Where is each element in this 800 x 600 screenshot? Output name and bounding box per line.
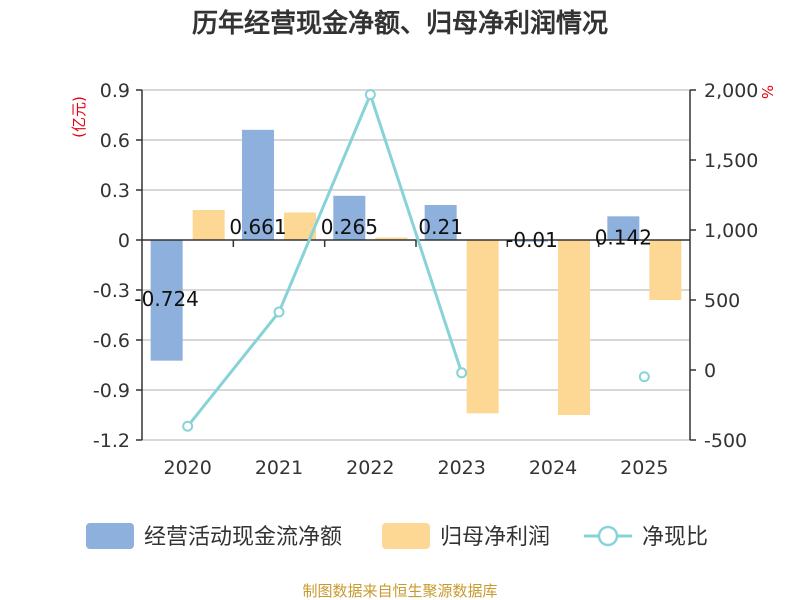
legend-marker-2 [597, 525, 619, 547]
bar-0-2022 [333, 195, 366, 240]
right-tick-label: 0 [704, 360, 716, 382]
ratio-point-2020 [182, 420, 194, 432]
x-tick-label: 2024 [529, 457, 577, 479]
data-label-2023: 0.21 [418, 215, 463, 239]
x-tick-label: 2025 [620, 457, 668, 479]
ratio-point-2023 [456, 367, 468, 379]
bar-1-2022 [375, 237, 408, 240]
right-tick-label: 500 [704, 290, 740, 312]
x-axis: 2020 2021 2022 2023 2024 2025 [142, 239, 690, 479]
bar-1-2025 [649, 240, 682, 300]
bar-1-2020 [192, 210, 225, 240]
legend-label-1: 归母净利润 [440, 525, 550, 550]
data-label-2021: 0.661 [229, 215, 286, 239]
data-label-2022: 0.265 [321, 215, 378, 239]
right-tick-label: -500 [704, 430, 747, 452]
chart-title: 历年经营现金净额、归母净利润情况 [192, 8, 608, 39]
left-tick-label: 0.3 [100, 180, 130, 202]
bar-0-2024 [516, 240, 548, 242]
bar-1-2023 [466, 240, 499, 414]
legend-label-0: 经营活动现金流净额 [144, 525, 342, 550]
bar-0-2020 [150, 240, 183, 361]
x-tick-label: 2021 [255, 457, 303, 479]
data-labels: -0.724 0.661 0.265 0.21 -0.01 0.142 [134, 215, 652, 311]
ratio-line-segment [186, 90, 464, 428]
ratio-line [182, 89, 650, 432]
right-axis-unit: % [758, 85, 776, 99]
left-tick-label: -0.9 [93, 380, 130, 402]
right-tick-label: 1,500 [704, 150, 758, 172]
x-tick-label: 2022 [346, 457, 394, 479]
legend-swatch-1 [382, 523, 430, 549]
data-label-2025: 0.142 [595, 225, 652, 249]
bar-0-2023 [424, 205, 457, 240]
bar-1-2024 [558, 240, 590, 415]
data-label-2020: -0.724 [134, 287, 198, 311]
right-tick-label: 2,000 [704, 80, 758, 102]
bar-0-2021 [242, 129, 274, 240]
left-tick-label: 0 [118, 230, 130, 252]
left-tick-label: 0.9 [100, 80, 130, 102]
ratio-point-2022 [364, 89, 376, 101]
legend-swatch-0 [86, 523, 134, 549]
grid-lines [142, 89, 690, 441]
left-axis-unit: (亿元) [70, 96, 88, 138]
bars [150, 129, 682, 415]
left-tick-label: -1.2 [93, 430, 130, 452]
data-label-2024: -0.01 [506, 228, 558, 252]
left-tick-label: -0.6 [93, 330, 130, 352]
x-tick-label: 2020 [163, 457, 211, 479]
right-tick-label: 1,000 [704, 220, 758, 242]
left-axis: 0.9 0.6 0.3 0 -0.3 -0.6 -0.9 -1.2 [93, 80, 143, 452]
source-note: 制图数据来自恒生聚源数据库 [302, 582, 497, 600]
x-tick-label: 2023 [437, 457, 485, 479]
bar-0-2025 [607, 216, 640, 240]
left-tick-label: 0.6 [100, 130, 130, 152]
ratio-point-2025 [638, 371, 650, 383]
legend: 经营活动现金流净额 归母净利润 净现比 [86, 523, 708, 550]
right-axis: 2,000 1,500 1,000 500 0 -500 [689, 80, 758, 452]
ratio-point-2021 [273, 306, 285, 318]
left-tick-label: -0.3 [93, 280, 130, 302]
legend-label-2: 净现比 [642, 525, 708, 550]
